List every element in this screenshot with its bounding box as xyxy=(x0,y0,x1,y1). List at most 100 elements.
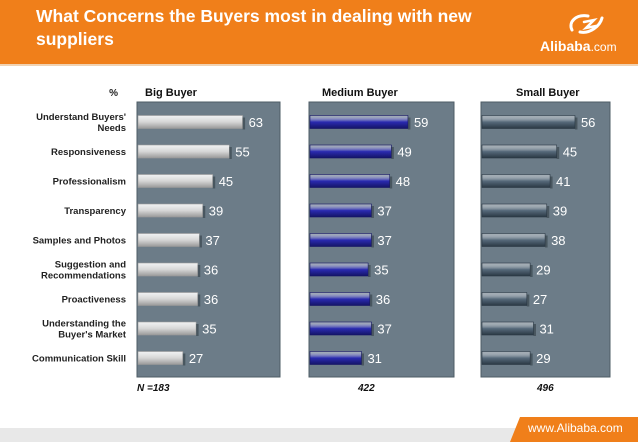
bar xyxy=(309,262,369,277)
data-label: 41 xyxy=(556,174,570,189)
bar xyxy=(481,233,546,247)
data-label: 45 xyxy=(219,174,233,189)
data-label: 37 xyxy=(377,233,391,248)
page-title: What Concerns the Buyers most in dealing… xyxy=(36,6,472,49)
series-title: Medium Buyer xyxy=(322,87,399,99)
data-label: 37 xyxy=(205,233,219,248)
logo-name: Alibaba xyxy=(540,38,591,54)
bar-shadow xyxy=(212,176,216,189)
bar-shadow xyxy=(530,353,533,366)
data-label: 27 xyxy=(189,351,203,366)
bar xyxy=(481,203,548,218)
bar-shadow xyxy=(574,117,578,130)
bar-shadow xyxy=(182,353,186,366)
bar xyxy=(309,292,371,306)
data-label: 55 xyxy=(235,145,249,160)
data-label: 38 xyxy=(551,233,565,248)
category-label-line: Understanding the xyxy=(42,319,126,330)
logo-suffix: .com xyxy=(590,40,617,54)
bar xyxy=(137,115,243,129)
header-bar: What Concerns the Buyers most in dealing… xyxy=(0,0,638,64)
header-divider xyxy=(0,64,638,66)
category-label-line: Recommendations xyxy=(41,271,126,282)
bar-shadow xyxy=(199,235,202,248)
data-label: 27 xyxy=(533,292,547,307)
category-label: Suggestion and Recommendations xyxy=(41,260,126,282)
sample-size-label: 496 xyxy=(536,383,554,394)
category-label-line: Transparency xyxy=(64,206,126,217)
data-label: 36 xyxy=(376,292,390,307)
bar xyxy=(481,115,576,129)
footer-url: www.Alibaba.com xyxy=(528,421,623,435)
bar-shadow xyxy=(550,176,553,189)
bar xyxy=(309,321,372,336)
bar-shadow xyxy=(371,206,374,218)
bar-shadow xyxy=(371,324,374,336)
bar xyxy=(137,144,230,159)
bar-shadow xyxy=(545,235,548,248)
bar-shadow xyxy=(369,294,373,307)
data-label: 63 xyxy=(249,115,263,130)
series-title: Big Buyer xyxy=(145,87,198,99)
bar xyxy=(137,292,199,306)
bar-shadow xyxy=(197,265,201,277)
bar-shadow xyxy=(530,265,533,277)
footer-tab xyxy=(510,417,638,442)
category-label-line: Responsiveness xyxy=(51,147,126,158)
data-label: 48 xyxy=(396,174,410,189)
category-label: Professionalism xyxy=(53,177,126,188)
category-label: Communication Skill xyxy=(32,354,126,365)
bar-shadow xyxy=(202,206,206,218)
bar-shadow xyxy=(371,235,374,248)
data-label: 49 xyxy=(397,145,411,160)
bar xyxy=(309,203,372,218)
data-label: 29 xyxy=(536,351,550,366)
alibaba-logo-icon xyxy=(569,14,604,34)
data-label: 59 xyxy=(414,115,428,130)
bar xyxy=(481,262,531,277)
chart: % Understand Buyers' Needs Responsiveness Pr… xyxy=(32,87,611,394)
bar-shadow xyxy=(242,117,246,130)
data-label: 36 xyxy=(204,263,218,278)
data-label: 31 xyxy=(539,322,553,337)
data-label: 56 xyxy=(581,115,595,130)
bar-shadow xyxy=(196,324,199,336)
footer-band xyxy=(0,428,638,442)
category-label-line: Professionalism xyxy=(53,177,126,188)
category-label: Proactiveness xyxy=(62,295,126,306)
bar-shadow xyxy=(229,147,232,159)
data-label: 36 xyxy=(204,292,218,307)
category-label-line: Buyer's Market xyxy=(58,330,127,341)
category-label-line: Proactiveness xyxy=(62,295,126,306)
bar xyxy=(137,351,184,365)
category-label-line: Needs xyxy=(97,123,126,134)
category-label-line: Understand Buyers' xyxy=(36,112,126,123)
category-label: Understanding the Buyer's Market xyxy=(42,319,127,341)
category-label: Samples and Photos xyxy=(33,236,126,247)
data-label: 35 xyxy=(202,322,216,337)
bar xyxy=(309,351,362,365)
category-label-line: Suggestion and xyxy=(55,260,126,271)
bar-shadow xyxy=(533,324,536,336)
data-label: 37 xyxy=(377,322,391,337)
data-label: 31 xyxy=(367,351,381,366)
bar-shadow xyxy=(391,147,394,159)
bar-shadow xyxy=(197,294,201,307)
bar-shadow xyxy=(407,117,411,130)
bar xyxy=(481,174,551,188)
category-label: Responsiveness xyxy=(51,147,126,158)
bar xyxy=(137,233,200,247)
data-label: 29 xyxy=(536,263,550,278)
bar xyxy=(309,144,392,159)
bar xyxy=(137,174,213,188)
bar xyxy=(137,203,204,218)
bar xyxy=(309,174,390,188)
data-label: 39 xyxy=(209,204,223,219)
bar-shadow xyxy=(546,206,550,218)
unit-label: % xyxy=(109,88,118,99)
bar xyxy=(481,321,534,336)
category-label-line: Communication Skill xyxy=(32,354,126,365)
category-label: Transparency xyxy=(64,206,126,217)
data-label: 35 xyxy=(374,263,388,278)
data-label: 39 xyxy=(553,204,567,219)
